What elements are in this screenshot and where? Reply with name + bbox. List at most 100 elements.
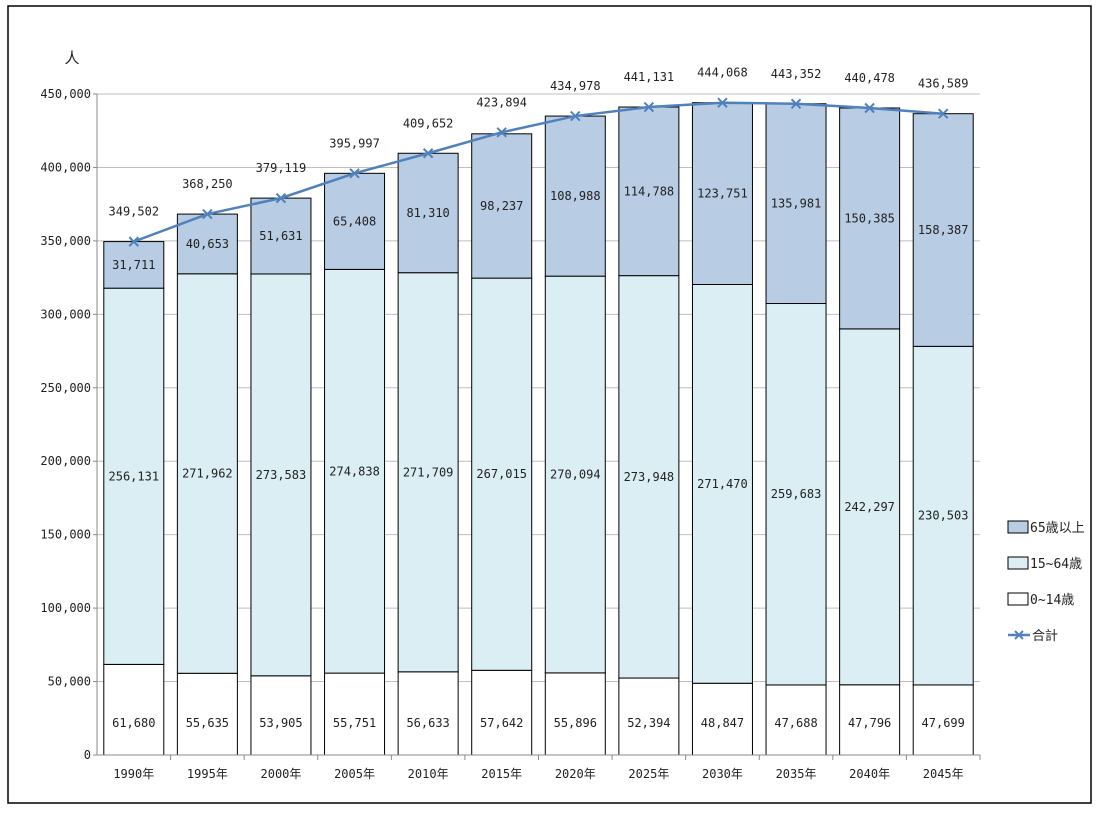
total-marker [202, 208, 213, 220]
value-label-15-64: 273,583 [256, 468, 307, 482]
value-label-15-64: 256,131 [109, 469, 160, 483]
legend-65-plus-swatch [1007, 520, 1029, 534]
total-value-label: 440,478 [844, 71, 895, 85]
y-tick-label: 400,000 [40, 160, 91, 174]
total-marker [570, 110, 581, 122]
total-value-label: 395,997 [329, 136, 380, 150]
total-marker [717, 97, 728, 108]
x-tick-label: 2035年 [776, 767, 817, 781]
grid-lines [97, 93, 980, 683]
value-label-0-14: 52,394 [627, 716, 670, 730]
total-value-label: 349,502 [109, 205, 160, 219]
total-marker [790, 98, 802, 109]
value-label-15-64: 273,948 [624, 470, 675, 484]
value-label-65-plus: 40,653 [186, 237, 229, 251]
value-label-15-64: 271,962 [182, 467, 233, 481]
bar-segment-65-plus [691, 102, 753, 285]
total-marker [275, 192, 287, 204]
bar-segment-15-64 [839, 328, 901, 686]
y-tick-label: 150,000 [40, 528, 91, 542]
total-marker [496, 127, 507, 138]
value-label-0-14: 61,680 [112, 716, 155, 730]
value-label-15-64: 259,683 [771, 487, 822, 501]
total-value-label: 423,894 [476, 95, 527, 109]
value-label-65-plus: 81,310 [406, 206, 449, 220]
bar-segment-0-14 [324, 672, 386, 756]
legend-total-label: 合計 [1032, 628, 1058, 644]
value-label-15-64: 267,015 [476, 467, 527, 481]
bar-segment-0-14 [691, 682, 753, 756]
bar-segment-0-14 [103, 663, 165, 756]
bar-segment-15-64 [250, 273, 312, 677]
x-tick-label: 2010年 [408, 767, 449, 781]
value-label-15-64: 230,503 [918, 509, 969, 523]
x-tick-label: 2015年 [481, 767, 522, 781]
bar-segment-15-64 [618, 275, 680, 679]
x-tick-label: 2000年 [261, 767, 302, 781]
x-tick-label: 2045年 [923, 767, 964, 781]
bar-segment-0-14 [618, 677, 680, 756]
bar-segment-0-14 [544, 672, 606, 756]
bar-segment-15-64 [324, 268, 386, 674]
total-marker [643, 101, 655, 113]
total-value-label: 436,589 [918, 77, 969, 91]
value-label-0-14: 47,796 [848, 716, 891, 730]
y-tick-label: 250,000 [40, 381, 91, 395]
value-label-0-14: 48,847 [701, 716, 744, 730]
bar-segment-15-64 [544, 275, 606, 674]
total-marker [938, 108, 949, 119]
value-label-65-plus: 108,988 [550, 189, 601, 203]
x-tick-label: 2030年 [702, 767, 743, 781]
bar-segment-0-14 [397, 671, 459, 756]
y-tick-label: 50,000 [48, 675, 91, 689]
value-label-0-14: 47,699 [922, 716, 965, 730]
x-tick-label: 2020年 [555, 767, 596, 781]
value-label-65-plus: 158,387 [918, 223, 969, 237]
value-label-65-plus: 150,385 [844, 211, 895, 225]
total-value-label: 441,131 [624, 70, 675, 84]
total-value-label: 379,119 [256, 161, 307, 175]
bar-segment-65-plus [324, 172, 386, 270]
total-marker [128, 236, 139, 247]
legend-0-14-swatch [1007, 592, 1029, 606]
bar-segment-0-14 [912, 684, 974, 756]
total-value-label: 368,250 [182, 177, 233, 191]
bar-segment-0-14 [176, 672, 238, 756]
x-tick-label: 1990年 [113, 767, 154, 781]
total-marker [422, 148, 434, 159]
legend-15-64-swatch [1007, 556, 1029, 570]
bar-segment-15-64 [176, 273, 238, 674]
total-marker [349, 168, 360, 179]
bar-segment-65-plus [471, 133, 533, 279]
data-labels: 61,680 256,131 31,711 55,635 271,962 40,653 53… [109, 184, 969, 730]
value-label-0-14: 55,751 [333, 716, 376, 730]
bar-segment-0-14 [765, 684, 827, 756]
y-tick-label: 350,000 [40, 234, 91, 248]
value-label-65-plus: 51,631 [259, 229, 302, 243]
bar-segment-65-plus [103, 241, 165, 289]
bar-segment-65-plus [912, 113, 974, 347]
bar-segment-15-64 [103, 287, 165, 665]
y-tick-label: 300,000 [40, 307, 91, 321]
value-label-65-plus: 98,237 [480, 199, 523, 213]
total-value-label: 409,652 [403, 116, 454, 130]
value-label-15-64: 271,709 [403, 465, 454, 479]
value-label-0-14: 53,905 [259, 716, 302, 730]
bar-segment-65-plus [250, 197, 312, 275]
legend-total-swatch-marker [1014, 630, 1024, 640]
legend-15-64-label: 15~64歳 [1030, 557, 1082, 572]
value-label-0-14: 57,642 [480, 716, 523, 730]
value-label-65-plus: 31,711 [112, 258, 155, 272]
value-label-65-plus: 65,408 [333, 214, 376, 228]
bar-segment-65-plus [765, 103, 827, 305]
total-marker [864, 102, 875, 114]
bar-segment-0-14 [471, 669, 533, 756]
legend-65-plus-label: 65歳以上 [1030, 521, 1085, 536]
x-tick-label: 2005年 [334, 767, 375, 781]
value-label-0-14: 56,633 [406, 716, 449, 730]
value-label-65-plus: 114,788 [624, 184, 675, 198]
x-tick-label: 2040年 [849, 767, 890, 781]
